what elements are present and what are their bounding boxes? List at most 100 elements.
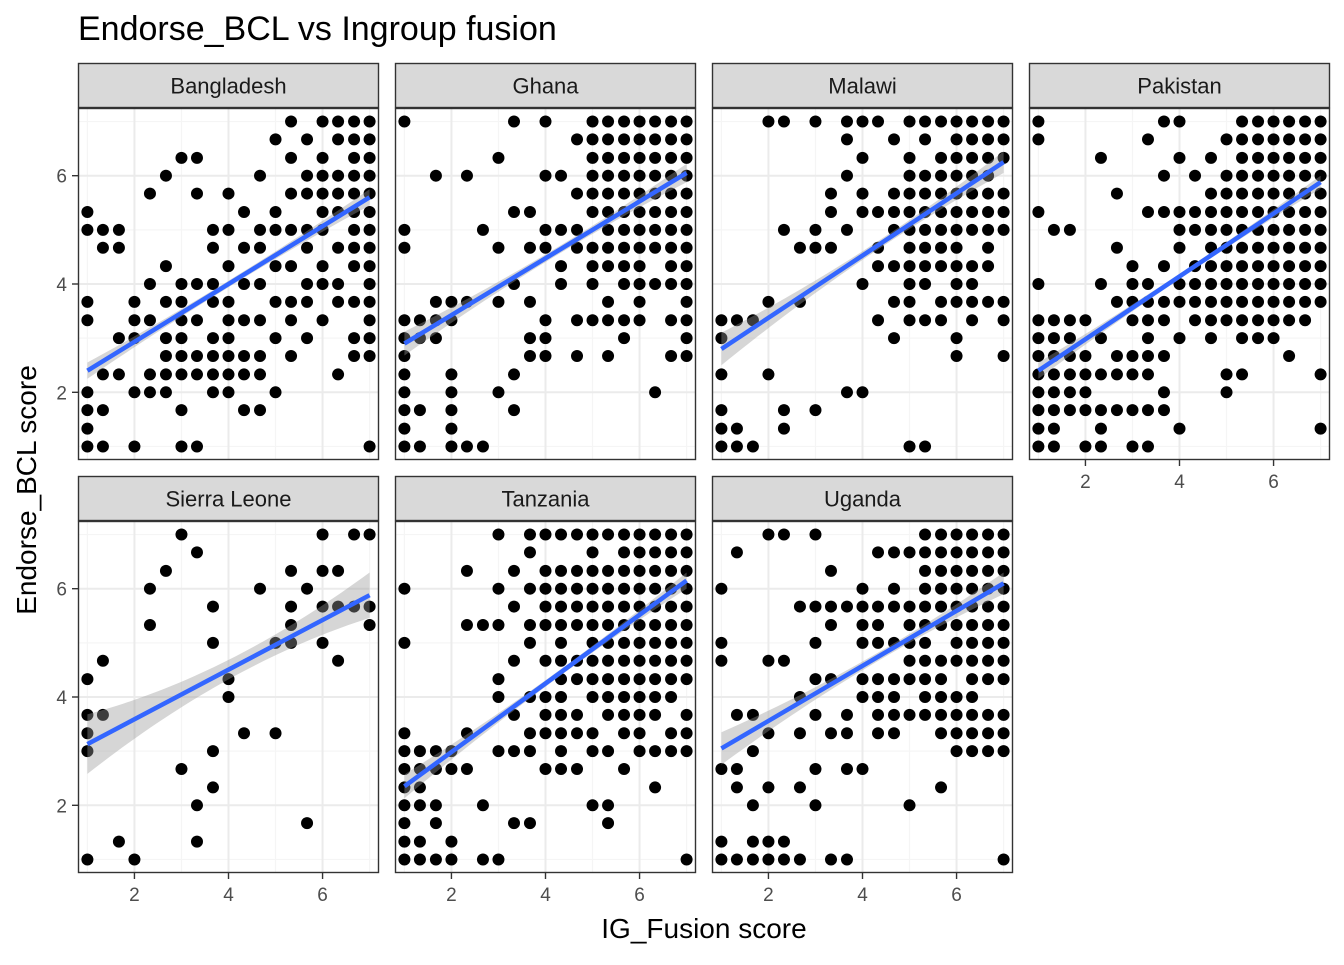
data-point bbox=[680, 636, 693, 649]
data-point bbox=[982, 205, 995, 218]
data-point bbox=[602, 745, 615, 758]
data-point bbox=[1314, 278, 1327, 290]
data-point bbox=[159, 350, 172, 363]
facet-panel-sierra-leone: Sierra Leone 2 4 6 2 4 6 bbox=[56, 475, 380, 906]
data-point bbox=[285, 115, 298, 128]
data-point bbox=[1047, 223, 1060, 236]
data-point bbox=[1267, 278, 1280, 290]
data-point bbox=[888, 582, 901, 595]
data-point bbox=[222, 673, 235, 686]
data-point bbox=[238, 205, 251, 218]
data-point bbox=[680, 332, 693, 345]
x-axis-label: IG_Fusion score bbox=[601, 913, 806, 944]
data-point bbox=[301, 582, 314, 595]
data-point bbox=[1283, 295, 1296, 308]
data-point bbox=[618, 332, 631, 345]
facet-strip-label: Malawi bbox=[828, 74, 896, 99]
data-point bbox=[602, 187, 615, 200]
data-point bbox=[190, 440, 203, 453]
data-point bbox=[1236, 278, 1249, 290]
data-point bbox=[445, 404, 458, 417]
data-point bbox=[206, 781, 219, 794]
chart-title: Endorse_BCL vs Ingroup fusion bbox=[78, 10, 557, 48]
data-point bbox=[872, 260, 885, 273]
data-point bbox=[888, 727, 901, 740]
data-point bbox=[175, 350, 188, 363]
data-point bbox=[445, 295, 458, 308]
data-point bbox=[966, 205, 979, 218]
data-point bbox=[269, 133, 282, 146]
data-point bbox=[997, 618, 1010, 631]
data-point bbox=[903, 654, 916, 667]
data-point bbox=[856, 673, 869, 686]
data-point bbox=[1299, 260, 1312, 273]
data-point bbox=[602, 151, 615, 164]
fit-line bbox=[403, 578, 688, 789]
data-point bbox=[762, 853, 775, 866]
data-point bbox=[649, 618, 662, 631]
data-point bbox=[888, 600, 901, 613]
data-point bbox=[143, 582, 156, 595]
panel-border bbox=[394, 107, 697, 461]
data-point bbox=[966, 546, 979, 559]
data-point bbox=[649, 115, 662, 128]
data-point bbox=[363, 332, 376, 345]
data-point bbox=[649, 151, 662, 164]
data-point bbox=[950, 564, 963, 577]
data-point bbox=[175, 528, 188, 541]
data-point bbox=[665, 600, 678, 613]
data-point bbox=[633, 205, 646, 218]
data-point bbox=[269, 260, 282, 273]
data-points bbox=[715, 115, 1010, 453]
facet-strip-tanzania bbox=[394, 475, 697, 522]
data-point bbox=[809, 404, 822, 417]
data-point bbox=[539, 763, 552, 776]
data-point bbox=[1126, 368, 1139, 381]
data-point bbox=[872, 314, 885, 327]
data-point bbox=[254, 169, 267, 182]
data-point bbox=[539, 691, 552, 703]
data-point bbox=[715, 368, 728, 381]
data-point bbox=[856, 600, 869, 613]
data-point bbox=[429, 817, 442, 830]
data-point bbox=[665, 654, 678, 667]
data-point bbox=[715, 332, 728, 345]
data-point bbox=[1314, 187, 1327, 200]
data-point bbox=[348, 350, 361, 363]
data-point bbox=[1157, 314, 1170, 327]
data-point bbox=[539, 528, 552, 541]
data-point bbox=[824, 600, 837, 613]
data-point bbox=[997, 187, 1010, 200]
data-point bbox=[1189, 223, 1202, 236]
data-point bbox=[997, 673, 1010, 686]
data-point bbox=[1141, 440, 1154, 453]
data-point bbox=[586, 564, 599, 577]
data-point bbox=[997, 350, 1010, 363]
data-point bbox=[1110, 350, 1123, 363]
data-point bbox=[935, 546, 948, 559]
data-point bbox=[238, 314, 251, 327]
data-point bbox=[633, 295, 646, 308]
data-point bbox=[269, 386, 282, 399]
data-point bbox=[1157, 350, 1170, 363]
data-point bbox=[128, 295, 141, 308]
data-point bbox=[175, 295, 188, 308]
data-point bbox=[1283, 205, 1296, 218]
data-point bbox=[950, 115, 963, 128]
data-point bbox=[997, 314, 1010, 327]
data-point bbox=[966, 151, 979, 164]
data-point bbox=[618, 654, 631, 667]
data-point bbox=[413, 835, 426, 848]
data-point bbox=[680, 314, 693, 327]
data-point bbox=[429, 169, 442, 182]
data-point bbox=[950, 151, 963, 164]
data-point bbox=[824, 564, 837, 577]
data-point bbox=[680, 853, 693, 866]
data-point bbox=[1094, 404, 1107, 417]
data-point bbox=[919, 654, 932, 667]
data-point bbox=[793, 727, 806, 740]
data-point bbox=[982, 151, 995, 164]
data-point bbox=[555, 654, 568, 667]
data-point bbox=[1141, 350, 1154, 363]
